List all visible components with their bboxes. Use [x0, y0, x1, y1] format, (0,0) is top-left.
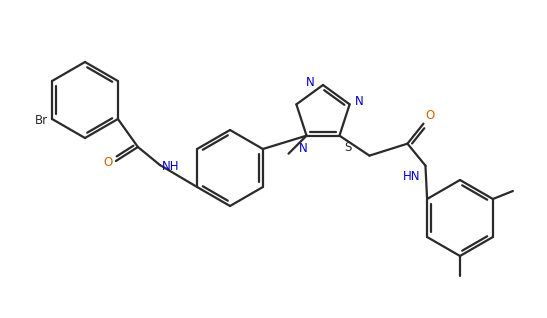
- Text: N: N: [354, 95, 363, 108]
- Text: HN: HN: [403, 169, 421, 183]
- Text: S: S: [345, 141, 352, 154]
- Text: O: O: [426, 109, 435, 122]
- Text: N: N: [306, 75, 315, 88]
- Text: Br: Br: [35, 114, 48, 128]
- Text: NH: NH: [162, 160, 179, 172]
- Text: N: N: [299, 142, 308, 155]
- Text: O: O: [104, 156, 113, 169]
